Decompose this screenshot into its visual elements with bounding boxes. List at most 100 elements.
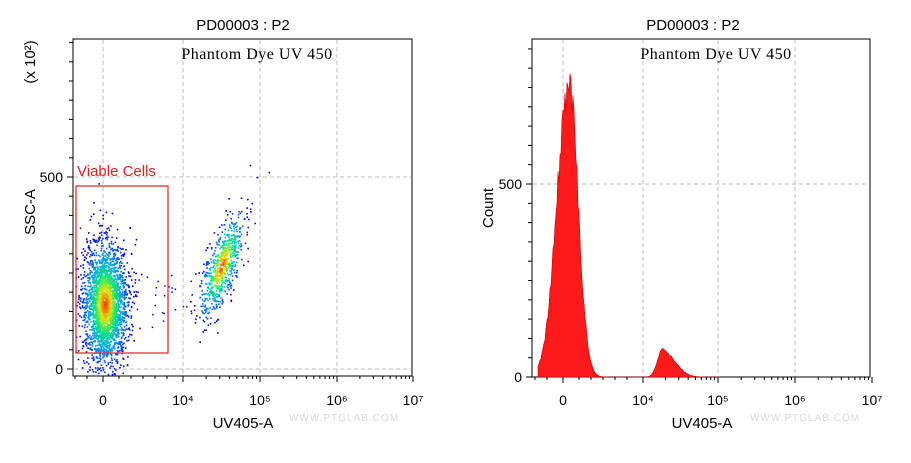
scatter-point (109, 295, 112, 298)
scatter-point (118, 316, 120, 319)
scatter-point (93, 213, 95, 215)
scatter-point (119, 264, 121, 267)
scatter-point (126, 262, 129, 264)
scatter-point (218, 244, 221, 246)
scatter-point (122, 254, 124, 256)
scatter-point (218, 288, 220, 291)
scatter-point (110, 242, 112, 245)
scatter-point (81, 347, 84, 350)
scatter-point (225, 257, 228, 260)
scatter-point (215, 265, 218, 267)
scatter-point (98, 288, 100, 291)
scatter-point (91, 338, 94, 340)
scatter-point (250, 211, 252, 213)
scatter-point (212, 297, 214, 300)
scatter-point (109, 262, 111, 265)
scatter-point (109, 253, 111, 255)
scatter-point (119, 294, 122, 296)
scatter-point (83, 281, 86, 284)
scatter-point (117, 328, 120, 331)
scatter-point (106, 261, 108, 263)
scatter-point (111, 373, 114, 376)
scatter-point (230, 265, 232, 267)
scatter-point (97, 361, 99, 363)
scatter-point (107, 276, 110, 279)
scatter-point (98, 335, 100, 338)
scatter-point (120, 280, 122, 282)
scatter-point (106, 286, 108, 288)
scatter-point (218, 238, 220, 241)
scatter-point (89, 249, 92, 251)
scatter-point (117, 284, 119, 287)
scatter-point (124, 305, 127, 308)
scatter-point (105, 317, 107, 320)
scatter-point (114, 339, 117, 342)
scatter-point (199, 341, 201, 343)
scatter-point (102, 260, 105, 262)
scatter-point (89, 273, 91, 275)
scatter-point (91, 313, 93, 315)
right-y-tick-label: 0 (514, 369, 522, 385)
scatter-point (92, 332, 95, 334)
scatter-point (101, 242, 103, 244)
scatter-point (106, 338, 108, 340)
scatter-point (217, 271, 219, 274)
scatter-point (124, 326, 126, 328)
scatter-point (103, 272, 105, 274)
scatter-point (100, 231, 103, 234)
scatter-point (126, 315, 128, 317)
scatter-point (221, 289, 224, 292)
scatter-point (86, 334, 89, 337)
scatter-point (102, 353, 104, 355)
scatter-point (240, 245, 242, 248)
scatter-point (82, 282, 84, 284)
scatter-point (115, 266, 117, 269)
scatter-point (231, 275, 234, 277)
scatter-point (120, 301, 122, 303)
scatter-point (93, 268, 95, 270)
scatter-point (82, 360, 85, 362)
scatter-point (94, 241, 97, 243)
scatter-point (96, 357, 98, 359)
scatter-point (217, 261, 219, 264)
scatter-point (212, 278, 214, 280)
scatter-point (88, 342, 91, 344)
scatter-point (251, 202, 254, 205)
scatter-point (99, 268, 102, 271)
scatter-point (120, 296, 122, 298)
scatter-point (94, 345, 97, 347)
scatter-point (120, 344, 122, 347)
scatter-point (112, 310, 114, 313)
scatter-point (209, 323, 212, 325)
scatter-point (91, 345, 94, 347)
scatter-point (104, 329, 107, 332)
scatter-point (235, 271, 238, 274)
scatter-point (106, 297, 109, 300)
scatter-point (103, 314, 105, 317)
scatter-point (90, 251, 93, 253)
scatter-point (103, 308, 106, 311)
scatter-point (98, 335, 101, 338)
scatter-point (214, 275, 216, 278)
scatter-point (102, 300, 105, 303)
scatter-point (207, 324, 210, 327)
scatter-point (104, 260, 107, 262)
scatter-point (95, 309, 97, 312)
scatter-point (114, 324, 117, 327)
scatter-point (100, 347, 102, 349)
dot-plot-panel: PD00003 : P2 Viable Cells Phantom Dye UV… (22, 17, 423, 432)
scatter-point (116, 362, 118, 364)
scatter-point (207, 272, 210, 274)
scatter-point (95, 252, 98, 254)
scatter-point (94, 268, 96, 270)
scatter-point (117, 347, 119, 349)
scatter-point (123, 268, 126, 271)
scatter-point (116, 361, 119, 363)
scatter-point (85, 321, 87, 323)
scatter-point (105, 334, 107, 336)
scatter-point (229, 242, 231, 245)
scatter-point (97, 222, 100, 225)
scatter-point (121, 289, 123, 291)
scatter-point (112, 263, 114, 266)
